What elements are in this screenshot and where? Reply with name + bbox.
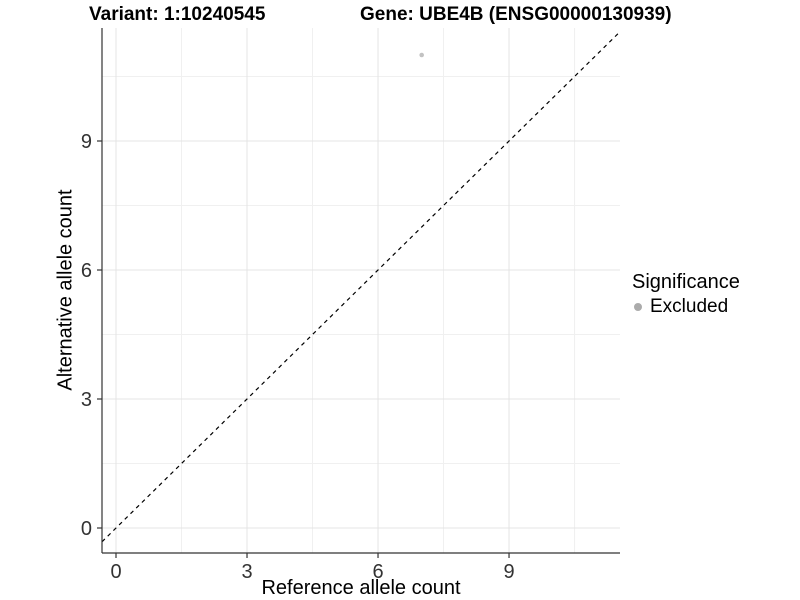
legend: Significance Excluded (632, 271, 740, 318)
x-tick-label: 6 (372, 561, 383, 583)
data-point (419, 52, 424, 58)
x-tick-label: 3 (241, 561, 252, 583)
plot-title-variant: Variant: 1:10240545 (89, 4, 266, 25)
legend-item-excluded: Excluded (632, 296, 740, 318)
x-tick-label: 0 (110, 561, 121, 583)
legend-title: Significance (632, 271, 740, 293)
x-axis-title: Reference allele count (261, 577, 461, 599)
legend-item-label: Excluded (650, 296, 729, 317)
y-tick-label: 9 (81, 131, 92, 153)
y-tick-label: 0 (81, 518, 92, 540)
y-tick-label: 3 (81, 389, 92, 411)
legend-key-dot-icon (634, 303, 642, 312)
y-tick-label: 6 (81, 260, 92, 282)
plot-title-gene: Gene: UBE4B (ENSG00000130939) (360, 4, 672, 25)
x-tick-label: 9 (503, 561, 514, 583)
y-axis-title: Alternative allele count (54, 189, 77, 391)
identity-line (101, 31, 621, 543)
